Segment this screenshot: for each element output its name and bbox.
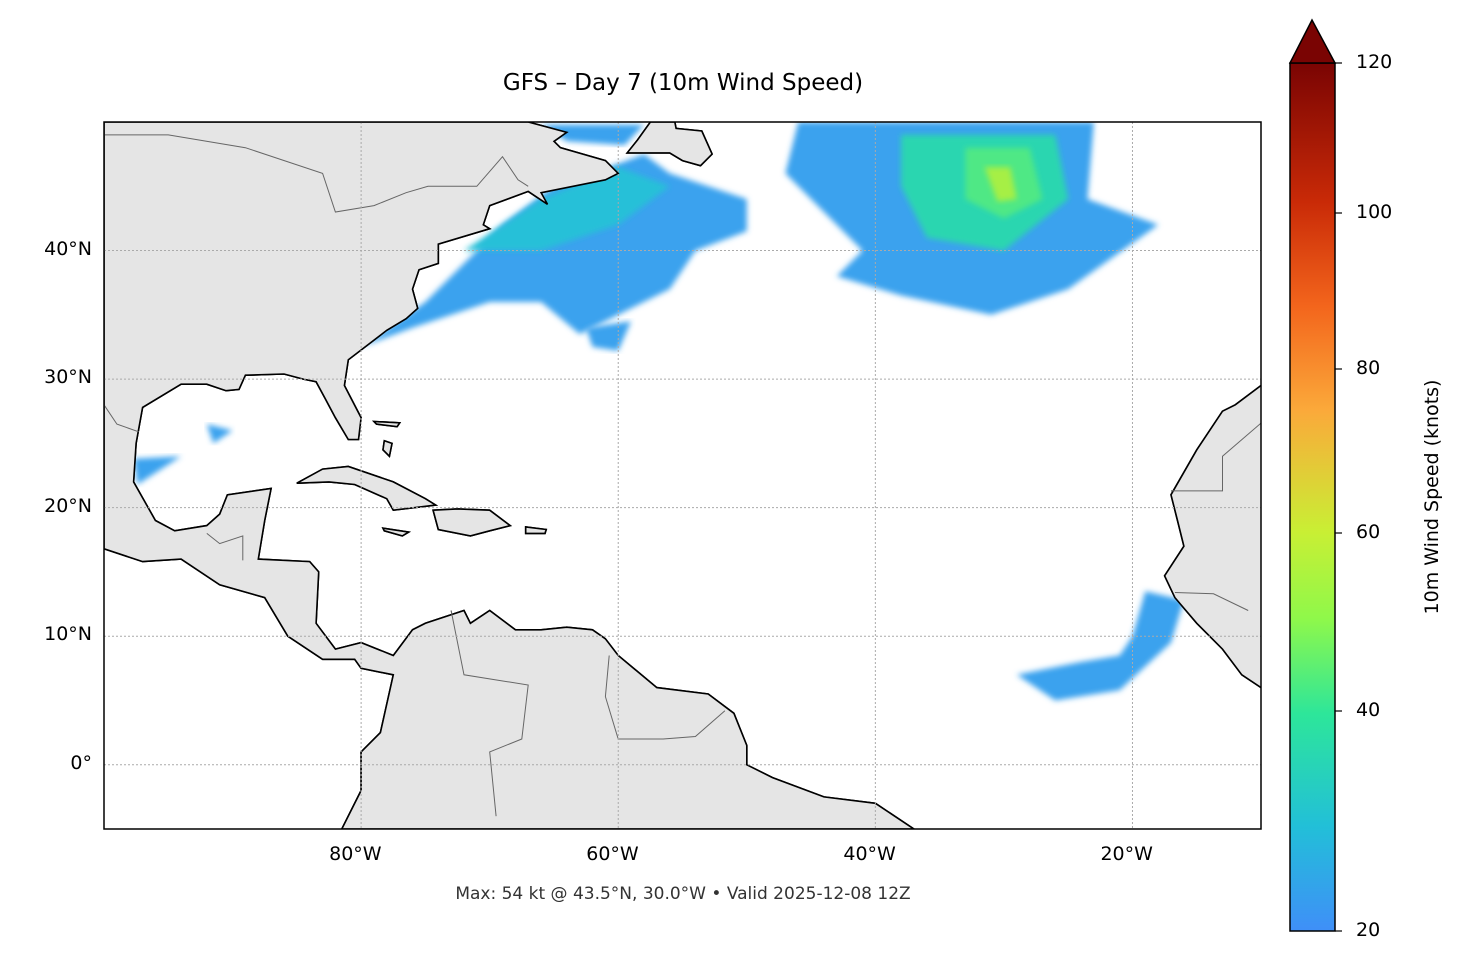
colorbar-tick-label: 20 bbox=[1356, 919, 1381, 941]
land-africa-mask bbox=[1163, 384, 1261, 689]
land-newfoundland-mask bbox=[625, 122, 714, 167]
country-border bbox=[104, 404, 139, 433]
colorbar-tick-label: 60 bbox=[1356, 521, 1381, 543]
colorbar-tick-label: 120 bbox=[1356, 51, 1393, 73]
country-border bbox=[206, 533, 244, 561]
land-jamaica-mask bbox=[381, 527, 412, 537]
wind-region bbox=[586, 321, 632, 351]
wind-region bbox=[984, 167, 1017, 202]
colorbar-gradient bbox=[1289, 62, 1336, 932]
land-cuba-mask bbox=[296, 465, 439, 512]
country-border bbox=[450, 610, 529, 817]
country-border bbox=[1174, 592, 1249, 611]
wind-region bbox=[1016, 591, 1184, 701]
country-border bbox=[104, 134, 529, 213]
map-title: GFS – Day 7 (10m Wind Speed) bbox=[502, 70, 864, 96]
land-puerto-rico-mask bbox=[524, 525, 548, 535]
lon-tick-label: 40°W bbox=[843, 843, 896, 865]
map-frame bbox=[103, 121, 1262, 830]
colorbar-tick-label: 40 bbox=[1356, 699, 1381, 721]
colorbar-extend-arrow bbox=[1288, 18, 1337, 64]
colorbar-label: 10m Wind Speed (knots) bbox=[1421, 379, 1443, 615]
lat-tick-label: 30°N bbox=[44, 366, 92, 389]
colorbar-tick-label: 80 bbox=[1356, 357, 1381, 379]
country-border bbox=[604, 655, 726, 740]
max-wind-footer: Max: 54 kt @ 43.5°N, 30.0°W • Valid 2025… bbox=[455, 884, 911, 904]
land-americas-mask bbox=[104, 122, 916, 829]
lat-tick-label: 10°N bbox=[44, 623, 92, 646]
lon-tick-label: 20°W bbox=[1100, 843, 1153, 865]
colorbar bbox=[1288, 18, 1342, 932]
lat-tick-label: 40°N bbox=[44, 237, 92, 260]
gridlines bbox=[104, 122, 1261, 829]
lat-tick-label: 0° bbox=[70, 751, 92, 774]
wind-region bbox=[133, 456, 182, 485]
wind-speed-layer bbox=[104, 122, 1261, 829]
land-hispaniola-mask bbox=[432, 508, 513, 537]
lon-tick-label: 80°W bbox=[329, 843, 382, 865]
lon-tick-label: 60°W bbox=[586, 843, 639, 865]
land-abaco-mask bbox=[372, 420, 402, 428]
land-andros-mask bbox=[382, 439, 393, 458]
colorbar-tick-label: 100 bbox=[1356, 201, 1393, 223]
country-border bbox=[1171, 422, 1261, 492]
wind-region bbox=[206, 424, 233, 444]
lat-tick-label: 20°N bbox=[44, 494, 92, 517]
